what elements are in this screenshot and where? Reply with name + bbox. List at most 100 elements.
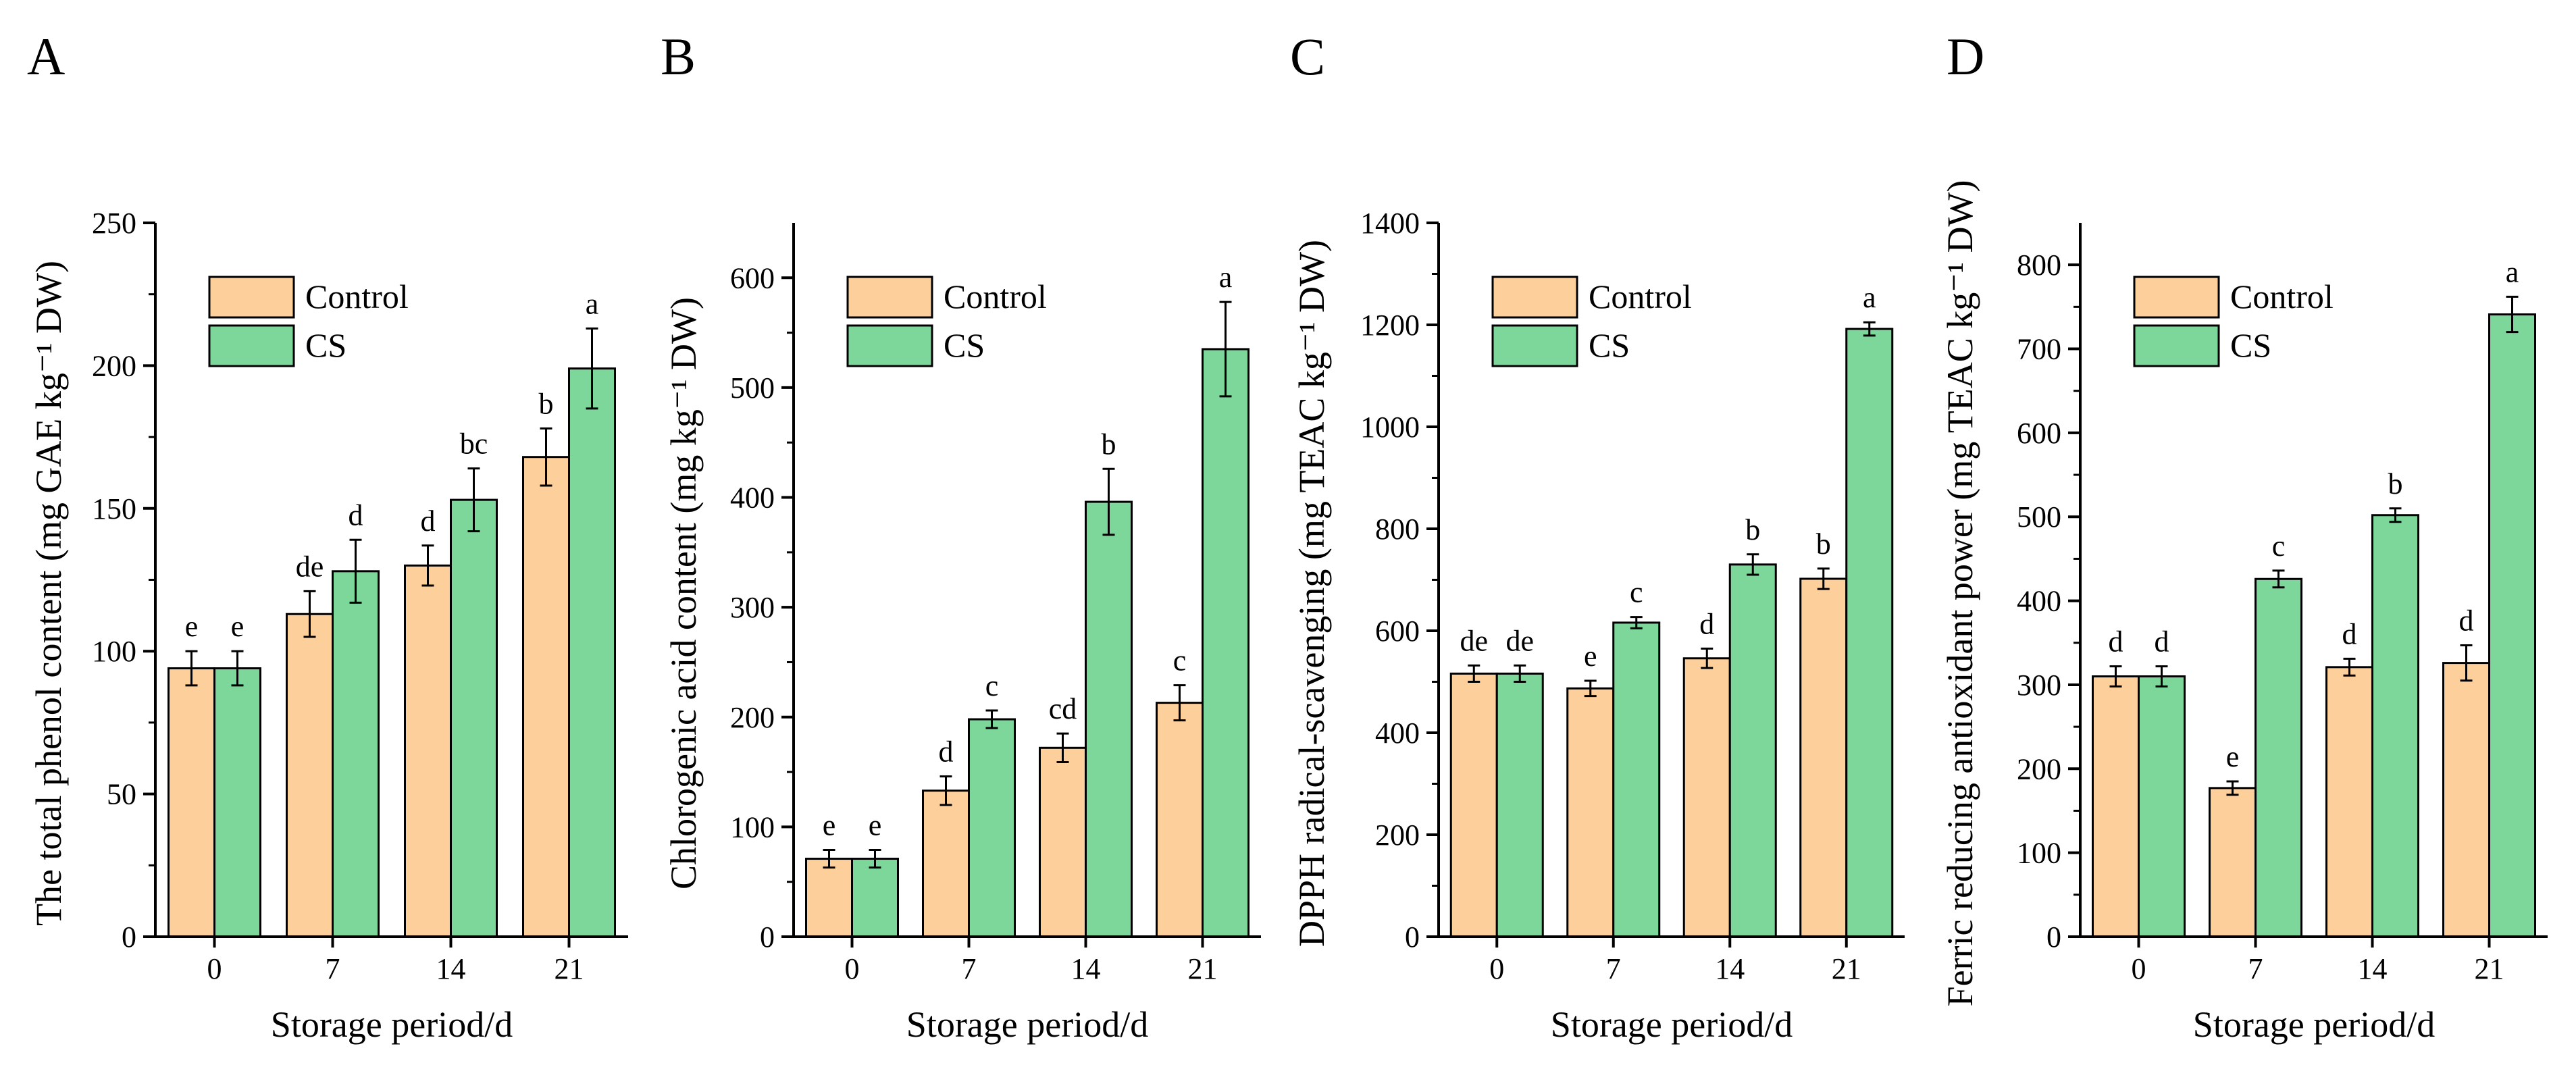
legend: Control CS xyxy=(1491,276,1692,367)
error-bar-control-21 xyxy=(1173,684,1186,722)
legend: Control CS xyxy=(208,276,409,367)
y-axis-title: Ferric reducing antioxidant power (mg TE… xyxy=(1940,180,1980,1007)
legend-swatch-control xyxy=(1491,276,1578,319)
error-bar-control-0 xyxy=(2109,665,2122,688)
y-tick-label: 250 xyxy=(92,207,136,240)
error-bar-control-14 xyxy=(1701,647,1714,669)
significance-letter: b xyxy=(2388,467,2403,500)
x-tick-label: 21 xyxy=(555,952,584,985)
y-tick-label: 200 xyxy=(92,349,136,382)
error-bar-control-21 xyxy=(1817,567,1830,590)
y-tick-label: 100 xyxy=(92,635,136,668)
error-bar-control-21 xyxy=(2460,644,2473,682)
legend-swatch-control xyxy=(2133,276,2220,319)
y-tick-label: 600 xyxy=(2017,417,2061,450)
error-bar-control-21 xyxy=(540,427,552,487)
legend-label-control: Control xyxy=(1589,278,1692,315)
bar-cs-14 xyxy=(1728,563,1777,938)
bar-cs-21 xyxy=(568,367,616,938)
x-tick-label: 21 xyxy=(1832,952,1861,985)
significance-letter: bc xyxy=(460,428,488,461)
y-tick-label: 100 xyxy=(2017,837,2061,870)
bar-cs-14 xyxy=(1085,500,1133,938)
error-bar-control-14 xyxy=(2343,657,2356,677)
bar-cs-21 xyxy=(2488,313,2536,938)
error-bar-cs-14 xyxy=(1102,467,1115,536)
x-tick-label: 0 xyxy=(1489,952,1504,985)
bar-control-14 xyxy=(1682,657,1731,938)
legend-label-cs: CS xyxy=(1589,326,1630,364)
significance-letter: de xyxy=(1505,624,1534,657)
panel-label: C xyxy=(1290,27,1325,86)
y-tick-label: 0 xyxy=(122,921,136,954)
error-bar-cs-0 xyxy=(2155,665,2168,688)
bar-control-7 xyxy=(1566,687,1615,938)
y-tick-label: 200 xyxy=(1375,819,1420,852)
legend-label-control: Control xyxy=(305,278,409,315)
bar-cs-0 xyxy=(213,667,261,938)
bar-control-0 xyxy=(2092,675,2140,938)
y-tick-label: 150 xyxy=(92,492,136,525)
y-tick-label: 400 xyxy=(2017,585,2061,618)
y-tick-label: 1400 xyxy=(1360,207,1420,240)
x-tick-label: 14 xyxy=(2358,952,2388,985)
x-axis-title: Storage period/d xyxy=(271,1004,513,1045)
bar-control-21 xyxy=(1156,702,1204,938)
error-bar-cs-21 xyxy=(1219,301,1232,398)
error-bar-cs-7 xyxy=(1630,616,1643,629)
error-bar-control-0 xyxy=(185,650,198,687)
significance-letter: b xyxy=(539,387,554,420)
bar-control-7 xyxy=(2209,787,2257,938)
y-tick-label: 1200 xyxy=(1360,309,1420,342)
error-bar-cs-7 xyxy=(349,538,362,604)
significance-letter: c xyxy=(985,669,999,702)
error-bar-cs-21 xyxy=(1863,321,1876,337)
y-tick-label: 600 xyxy=(1375,615,1420,648)
bar-cs-21 xyxy=(1202,348,1250,938)
significance-letter: d xyxy=(2155,625,2169,658)
y-tick-label: 200 xyxy=(2017,752,2061,785)
error-bar-control-14 xyxy=(1056,732,1069,763)
error-bar-control-7 xyxy=(939,775,952,806)
panel-label: D xyxy=(1947,27,1984,86)
significance-letter: c xyxy=(2272,529,2286,563)
y-tick-label: 400 xyxy=(1375,717,1420,750)
significance-letter: d xyxy=(1699,607,1714,640)
legend: Control CS xyxy=(846,276,1047,367)
significance-letter: cd xyxy=(1049,692,1077,725)
legend-label-control: Control xyxy=(2230,278,2334,315)
significance-letter: de xyxy=(1460,624,1488,657)
x-tick-label: 7 xyxy=(1606,952,1621,985)
significance-letter: d xyxy=(421,504,436,538)
bar-cs-14 xyxy=(2371,514,2419,938)
x-axis-title: Storage period/d xyxy=(2193,1004,2435,1045)
error-bar-cs-0 xyxy=(231,650,244,687)
x-axis-title: Storage period/d xyxy=(906,1004,1148,1045)
legend-label-cs: CS xyxy=(305,326,346,364)
bar-control-7 xyxy=(922,789,970,938)
significance-letter: e xyxy=(823,809,836,842)
y-tick-label: 200 xyxy=(730,701,775,734)
bar-cs-14 xyxy=(450,498,498,938)
bar-cs-0 xyxy=(851,858,899,938)
x-tick-label: 0 xyxy=(207,952,222,985)
significance-letter: a xyxy=(2506,255,2519,288)
significance-letter: d xyxy=(2342,617,2357,650)
x-tick-label: 14 xyxy=(1071,952,1101,985)
significance-letter: de xyxy=(296,550,324,583)
bar-control-0 xyxy=(168,667,215,938)
x-tick-label: 7 xyxy=(962,952,977,985)
significance-letter: e xyxy=(231,610,244,643)
error-bar-cs-21 xyxy=(586,327,598,410)
significance-letter: a xyxy=(586,287,599,320)
bar-control-21 xyxy=(1799,577,1848,938)
bar-control-14 xyxy=(1039,746,1087,938)
y-tick-label: 800 xyxy=(1375,513,1420,546)
bar-cs-7 xyxy=(2255,577,2302,938)
y-tick-label: 50 xyxy=(107,778,136,811)
y-tick-label: 300 xyxy=(2017,669,2061,702)
bar-cs-21 xyxy=(1845,328,1894,938)
